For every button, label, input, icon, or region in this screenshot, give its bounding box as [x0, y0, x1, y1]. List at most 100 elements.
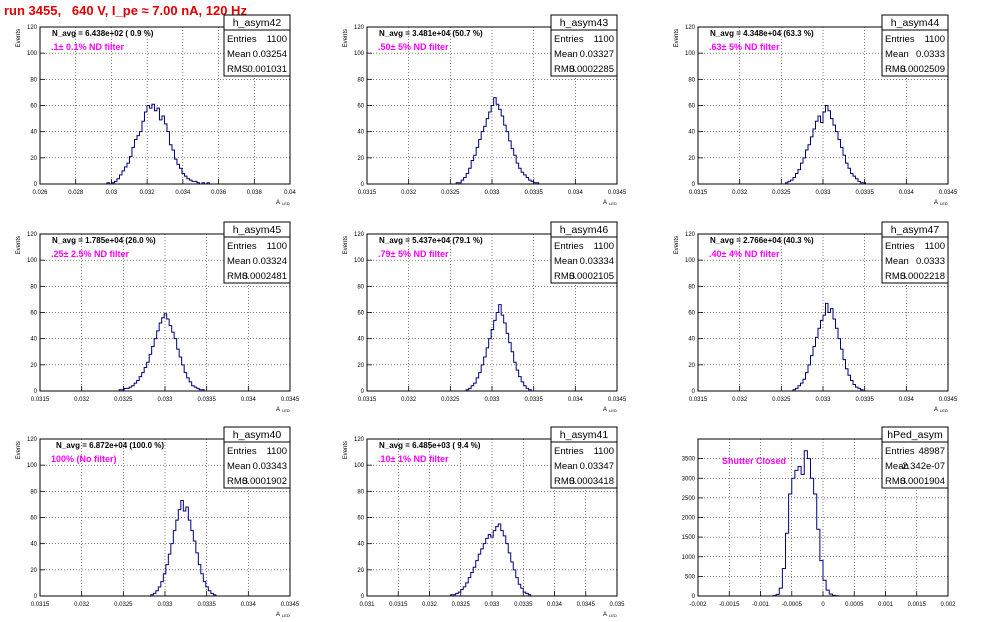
- stats-value: 0.03254: [253, 49, 287, 60]
- y-tick-label: 120: [685, 25, 696, 31]
- hist-name: h_asym41: [560, 429, 609, 441]
- stats-value: 1100: [267, 446, 287, 457]
- y-tick-label: 40: [357, 542, 364, 548]
- stats-label: Mean: [885, 49, 909, 60]
- y-tick-label: 120: [354, 25, 365, 31]
- x-tick-label: 0.0345: [281, 602, 300, 608]
- plot-frame: [697, 438, 949, 597]
- plot-frame: [366, 438, 618, 597]
- hist-name: h_asym45: [233, 224, 282, 236]
- y-axis-label: Events: [343, 441, 349, 459]
- histogram-line: [106, 103, 210, 185]
- hist-name: h_asym47: [891, 224, 940, 236]
- stats-label: Entries: [885, 446, 915, 457]
- stats-value: 0.03343: [253, 461, 287, 472]
- y-tick-label: 60: [357, 516, 364, 522]
- x-tick-label: 0.032: [74, 397, 90, 403]
- histogram-h_asym47: 0.0315 0.032 0.0325 0.033 0.0335 0.034 0.0345 0…: [674, 221, 958, 413]
- x-tick-label: 0.0325: [114, 397, 133, 403]
- x-tick-label: 0.034: [899, 397, 915, 403]
- page-title: run 3455, 640 V, I_pe ≈ 7.00 nA, 120 Hz: [4, 3, 247, 18]
- x-tick-label: 0.026: [32, 190, 48, 196]
- y-tick-label: 100: [685, 51, 696, 57]
- y-tick-label: 100: [27, 258, 38, 264]
- y-tick-label: 100: [27, 51, 38, 57]
- x-tick-label: 0.0335: [855, 190, 874, 196]
- y-tick-label: 0: [361, 389, 365, 395]
- stats-value: 1100: [925, 241, 945, 252]
- x-tick-label: 0.0345: [577, 602, 596, 608]
- x-tick-label: -0.0015: [719, 602, 740, 608]
- histogram-h_asym40: 0.0315 0.032 0.0325 0.033 0.0335 0.034 0.0345 0…: [16, 426, 300, 618]
- y-tick-label: 0: [361, 594, 365, 600]
- x-tick-label: 0.0345: [608, 190, 627, 196]
- x-tick-label: 0.034: [568, 397, 584, 403]
- navg-annotation: N_avg = 6.872e+04 (100.0 %): [56, 441, 164, 450]
- x-tick-label: -0.0005: [782, 602, 803, 608]
- stats-label: Mean: [227, 49, 251, 60]
- stats-label: Mean: [885, 461, 909, 472]
- y-tick-label: 3500: [682, 457, 696, 463]
- y-axis-label: Events: [674, 236, 680, 254]
- stats-box: [881, 29, 949, 77]
- histogram-line: [465, 304, 532, 391]
- stats-label: Entries: [885, 34, 915, 45]
- stats-label: Entries: [227, 34, 257, 45]
- histogram-h_asym45: 0.0315 0.032 0.0325 0.033 0.0335 0.034 0.0345 0…: [16, 221, 300, 413]
- histogram-line: [792, 302, 864, 391]
- x-axis-label: A LED: [603, 200, 617, 206]
- y-tick-label: 120: [27, 437, 38, 443]
- stats-label: Entries: [227, 446, 257, 457]
- y-tick-label: 20: [357, 156, 364, 162]
- y-tick-label: 120: [27, 232, 38, 238]
- x-tick-label: 0.032: [74, 602, 90, 608]
- hist-name: h_asym43: [560, 17, 609, 29]
- y-tick-label: 40: [357, 337, 364, 343]
- stats-value: 0.03327: [580, 49, 614, 60]
- y-tick-label: 2500: [682, 496, 696, 502]
- y-tick-label: 20: [688, 363, 695, 369]
- hist-name: h_asym46: [560, 224, 609, 236]
- x-axis-label: A LED: [603, 612, 617, 618]
- y-tick-label: 60: [357, 311, 364, 317]
- x-tick-label: -0.002: [689, 602, 707, 608]
- y-tick-label: 100: [354, 51, 365, 57]
- y-tick-label: 40: [688, 130, 695, 136]
- x-tick-label: 0.032: [422, 602, 438, 608]
- x-tick-label: 0.0335: [855, 397, 874, 403]
- filter-label: .50± 5% ND filter: [378, 42, 449, 52]
- x-tick-label: 0.0315: [358, 190, 377, 196]
- y-tick-label: 120: [685, 232, 696, 238]
- filter-label: 100% (No filter): [51, 454, 117, 464]
- hist-name: h_asym40: [233, 429, 282, 441]
- x-tick-label: 0.0015: [908, 602, 927, 608]
- x-tick-label: 0.0315: [389, 602, 408, 608]
- y-axis-label: Events: [343, 29, 349, 47]
- y-tick-label: 1500: [682, 535, 696, 541]
- histogram-line: [785, 105, 866, 184]
- y-tick-label: 80: [688, 77, 695, 83]
- x-tick-label: 0.035: [609, 602, 625, 608]
- histogram-h_asym41: 0.031 0.0315 0.032 0.0325 0.033 0.0335 0.034 0.…: [343, 426, 625, 618]
- stats-label: Entries: [554, 241, 584, 252]
- y-tick-label: 120: [354, 437, 365, 443]
- stats-label: RMS: [885, 64, 906, 75]
- stats-box: [223, 236, 291, 284]
- histogram-line: [118, 313, 205, 391]
- stats-label: RMS: [554, 476, 575, 487]
- histogram-h_asym42: 0.026 0.028 0.03 0.032 0.034 0.036 0.038 0.04 0 2…: [16, 14, 296, 206]
- x-tick-label: 0.0315: [689, 190, 708, 196]
- stats-box: [550, 29, 618, 77]
- x-tick-label: 0.033: [815, 190, 831, 196]
- stats-value: 1100: [594, 34, 614, 45]
- y-tick-label: 80: [357, 284, 364, 290]
- y-tick-label: 80: [688, 284, 695, 290]
- y-tick-label: 60: [688, 104, 695, 110]
- x-tick-label: 0.0335: [197, 602, 216, 608]
- y-tick-label: 60: [688, 311, 695, 317]
- x-tick-label: 0.0005: [845, 602, 864, 608]
- x-tick-label: 0.034: [547, 602, 563, 608]
- stats-value: 1100: [594, 446, 614, 457]
- stats-value: 0.0002481: [242, 271, 287, 282]
